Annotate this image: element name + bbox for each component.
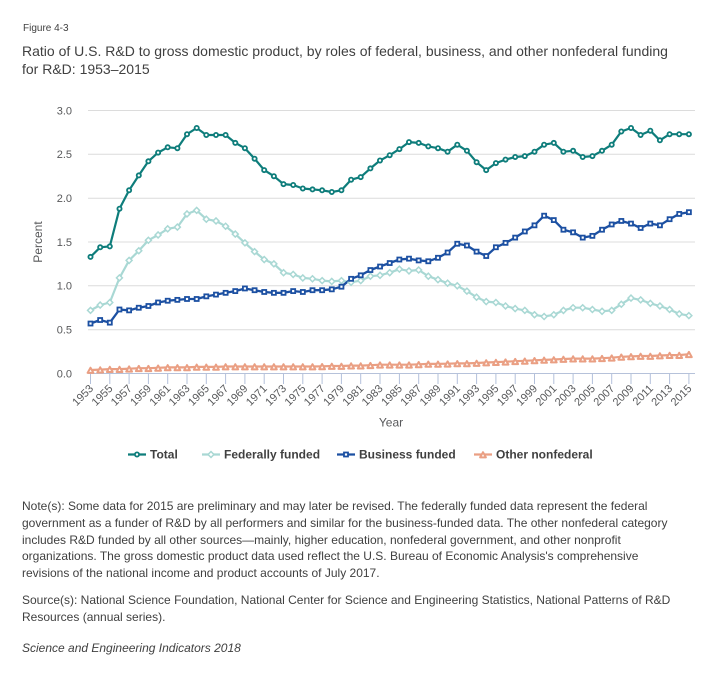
svg-text:2013: 2013	[649, 383, 675, 409]
svg-text:Total: Total	[150, 448, 178, 462]
svg-text:1977: 1977	[302, 383, 328, 409]
svg-text:2003: 2003	[553, 383, 579, 409]
svg-text:2015: 2015	[669, 383, 695, 409]
svg-text:2.5: 2.5	[57, 149, 72, 161]
svg-text:1.5: 1.5	[57, 237, 72, 249]
svg-text:1975: 1975	[283, 383, 309, 409]
svg-text:Other nonfederal: Other nonfederal	[496, 448, 593, 462]
svg-text:1991: 1991	[437, 383, 463, 409]
svg-text:1967: 1967	[205, 383, 231, 409]
svg-text:1973: 1973	[263, 383, 289, 409]
svg-text:Federally funded: Federally funded	[224, 448, 320, 462]
svg-text:2007: 2007	[592, 383, 618, 409]
svg-text:Business funded: Business funded	[359, 448, 456, 462]
svg-text:1993: 1993	[456, 383, 482, 409]
svg-text:1997: 1997	[495, 383, 521, 409]
svg-text:1955: 1955	[90, 383, 116, 409]
svg-text:Year: Year	[379, 416, 403, 430]
svg-text:1995: 1995	[476, 383, 502, 409]
svg-text:1957: 1957	[109, 383, 135, 409]
svg-text:2009: 2009	[611, 383, 637, 409]
svg-text:1981: 1981	[341, 383, 367, 409]
svg-text:1969: 1969	[225, 383, 251, 409]
svg-text:1963: 1963	[167, 383, 193, 409]
svg-text:1965: 1965	[186, 383, 212, 409]
svg-text:1971: 1971	[244, 383, 270, 409]
svg-text:2005: 2005	[572, 383, 598, 409]
svg-text:2001: 2001	[534, 383, 560, 409]
svg-text:1989: 1989	[418, 383, 444, 409]
svg-text:0.0: 0.0	[57, 368, 72, 380]
svg-text:2.0: 2.0	[57, 193, 72, 205]
svg-text:1953: 1953	[70, 383, 96, 409]
svg-text:1961: 1961	[148, 383, 174, 409]
svg-text:1979: 1979	[321, 383, 347, 409]
svg-text:1959: 1959	[128, 383, 154, 409]
svg-text:2011: 2011	[631, 383, 656, 408]
svg-text:0.5: 0.5	[57, 325, 72, 337]
svg-text:1.0: 1.0	[57, 281, 72, 293]
svg-text:1983: 1983	[360, 383, 386, 409]
svg-text:3.0: 3.0	[57, 105, 72, 117]
svg-text:1999: 1999	[514, 383, 540, 409]
svg-text:1985: 1985	[379, 383, 405, 409]
svg-text:1987: 1987	[399, 383, 425, 409]
svg-text:Percent: Percent	[31, 221, 45, 263]
